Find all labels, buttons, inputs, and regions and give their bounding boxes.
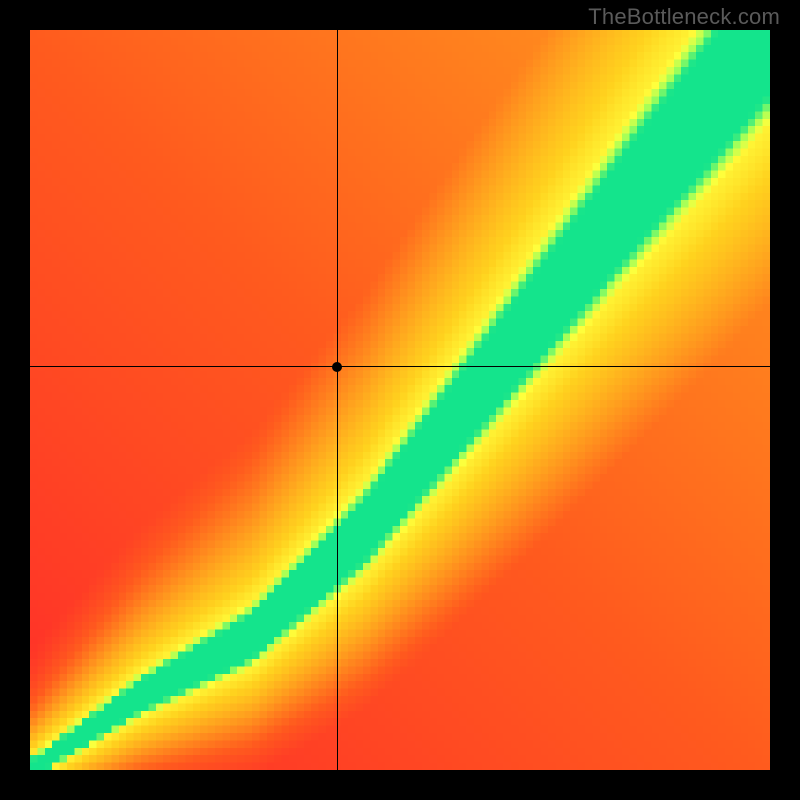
crosshair-marker-dot <box>332 362 342 372</box>
crosshair-vertical-line <box>337 30 338 770</box>
watermark-text: TheBottleneck.com <box>588 4 780 30</box>
chart-container: TheBottleneck.com <box>0 0 800 800</box>
crosshair-horizontal-line <box>30 366 770 367</box>
heatmap-canvas <box>30 30 770 770</box>
heatmap-plot-area <box>30 30 770 770</box>
